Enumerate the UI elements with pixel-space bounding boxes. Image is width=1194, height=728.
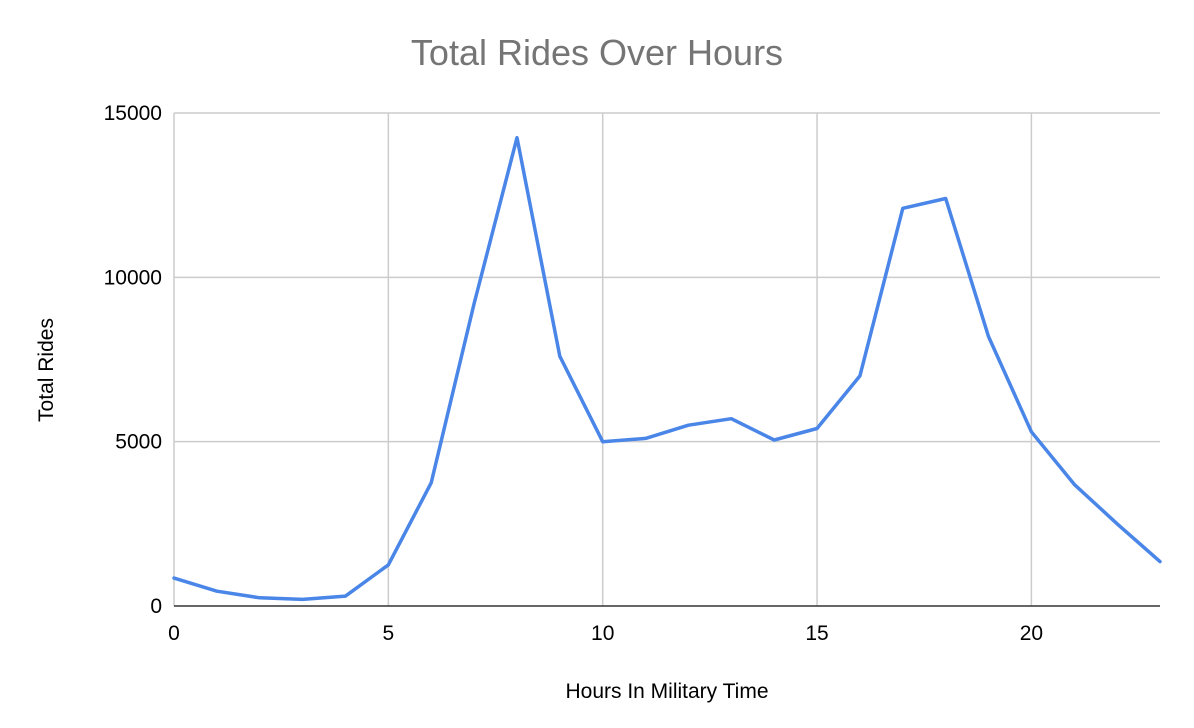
- y-tick-label: 5000: [115, 431, 162, 454]
- x-tick-label: 5: [383, 622, 395, 645]
- x-gridlines: [387, 113, 1033, 606]
- x-tick-label: 10: [591, 622, 614, 645]
- x-axis-ticks: 0 5 10 15 20: [168, 622, 1043, 645]
- y-tick-label: 15000: [104, 102, 162, 125]
- y-tick-label: 0: [150, 595, 162, 618]
- x-tick-label: 20: [1020, 622, 1043, 645]
- x-tick-label: 0: [168, 622, 180, 645]
- series-line: [172, 135, 1162, 602]
- y-gridlines: [173, 112, 1160, 606]
- chart-title: Total Rides Over Hours: [411, 32, 783, 73]
- x-tick-label: 15: [805, 622, 828, 645]
- series-layer: [172, 135, 1162, 602]
- y-axis-ticks: 0 5000 10000 15000: [104, 102, 162, 618]
- y-axis-label: Total Rides: [35, 318, 58, 422]
- x-axis-label: Hours In Military Time: [565, 680, 768, 703]
- y-tick-label: 10000: [104, 266, 162, 289]
